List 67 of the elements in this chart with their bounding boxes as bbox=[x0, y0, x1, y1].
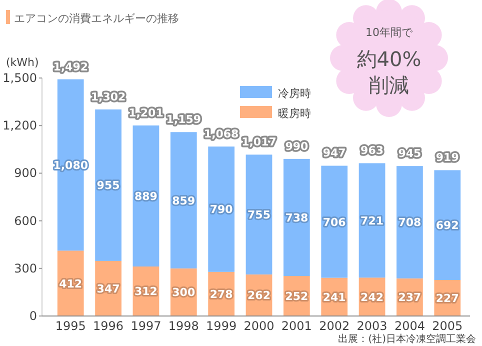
bar bbox=[170, 132, 197, 268]
annotation: 削減 bbox=[369, 73, 409, 97]
total-label: 1,017 bbox=[242, 136, 276, 149]
data-label: 300 bbox=[172, 286, 196, 300]
total-label: 1,159 bbox=[166, 113, 202, 126]
text: 出展：(社)日本冷凍空調工業会 bbox=[338, 333, 476, 345]
bar bbox=[358, 163, 386, 278]
bar bbox=[396, 166, 423, 278]
data-label: 755 bbox=[248, 208, 270, 222]
data-label: 312 bbox=[134, 285, 158, 298]
data-label: 692 bbox=[436, 219, 459, 232]
data-label: 721 bbox=[360, 214, 384, 228]
data-label: 706 bbox=[322, 216, 346, 229]
y-tick-label: 600 bbox=[14, 214, 37, 228]
x-tick-label: 2001 bbox=[281, 319, 312, 333]
total-label: 947 bbox=[322, 146, 346, 160]
data-label: 227 bbox=[436, 292, 459, 305]
bar bbox=[321, 166, 348, 278]
data-label: 262 bbox=[248, 289, 270, 302]
data-label: 252 bbox=[285, 290, 308, 304]
data-label: 790 bbox=[210, 203, 234, 216]
x-tick-label: 2000 bbox=[244, 319, 274, 333]
x-tick-label: 1997 bbox=[130, 319, 162, 333]
bar bbox=[208, 146, 235, 272]
x-tick-label: 2005 bbox=[432, 319, 463, 333]
total-label: 963 bbox=[360, 144, 384, 158]
text: 約40% bbox=[356, 47, 422, 71]
total-label: 1,302 bbox=[90, 90, 126, 104]
x-tick-label: 2003 bbox=[356, 319, 388, 333]
bar bbox=[246, 154, 272, 274]
y-tick-label: 1,500 bbox=[2, 71, 37, 85]
y-tick-label: 1,200 bbox=[2, 118, 37, 133]
data-label: 889 bbox=[134, 190, 158, 203]
chart-title: エアコンの消費エネルギーの推移 bbox=[14, 12, 179, 25]
y-tick-label: 0 bbox=[29, 309, 37, 323]
data-label: 955 bbox=[96, 179, 120, 192]
x-tick-label: 1998 bbox=[168, 319, 199, 333]
total-label: 919 bbox=[436, 151, 459, 164]
x-tick-label: 1996 bbox=[93, 319, 124, 333]
total-label: 1,492 bbox=[53, 60, 88, 74]
x-tick-label: 1995 bbox=[55, 319, 86, 333]
data-label: 241 bbox=[322, 290, 346, 304]
data-label: 278 bbox=[210, 288, 233, 301]
bar bbox=[132, 125, 160, 266]
legend-label: 冷房時 bbox=[278, 87, 311, 100]
bar bbox=[95, 109, 122, 261]
total-label: 1,201 bbox=[128, 106, 164, 120]
total-label: 990 bbox=[285, 140, 308, 153]
data-label: 412 bbox=[59, 277, 82, 290]
bar bbox=[283, 158, 310, 276]
text: 10年間で bbox=[366, 26, 414, 39]
data-label: 242 bbox=[360, 290, 384, 304]
legend-label: 暖房時 bbox=[278, 107, 311, 120]
data-label: 859 bbox=[172, 194, 196, 208]
x-tick-label: 2004 bbox=[394, 319, 425, 333]
bar bbox=[434, 170, 461, 280]
x-tick-label: 2002 bbox=[319, 319, 350, 333]
total-label: 1,068 bbox=[204, 128, 239, 141]
x-tick-label: 1999 bbox=[206, 319, 237, 333]
data-label: 237 bbox=[398, 291, 422, 304]
total-label: 945 bbox=[398, 147, 422, 160]
data-label: 708 bbox=[398, 216, 422, 230]
data-label: 347 bbox=[96, 282, 120, 296]
y-axis-title: (kWh) bbox=[6, 56, 39, 69]
y-tick-label: 300 bbox=[14, 261, 37, 276]
data-label: 738 bbox=[285, 211, 308, 224]
y-tick-label: 900 bbox=[14, 166, 37, 180]
